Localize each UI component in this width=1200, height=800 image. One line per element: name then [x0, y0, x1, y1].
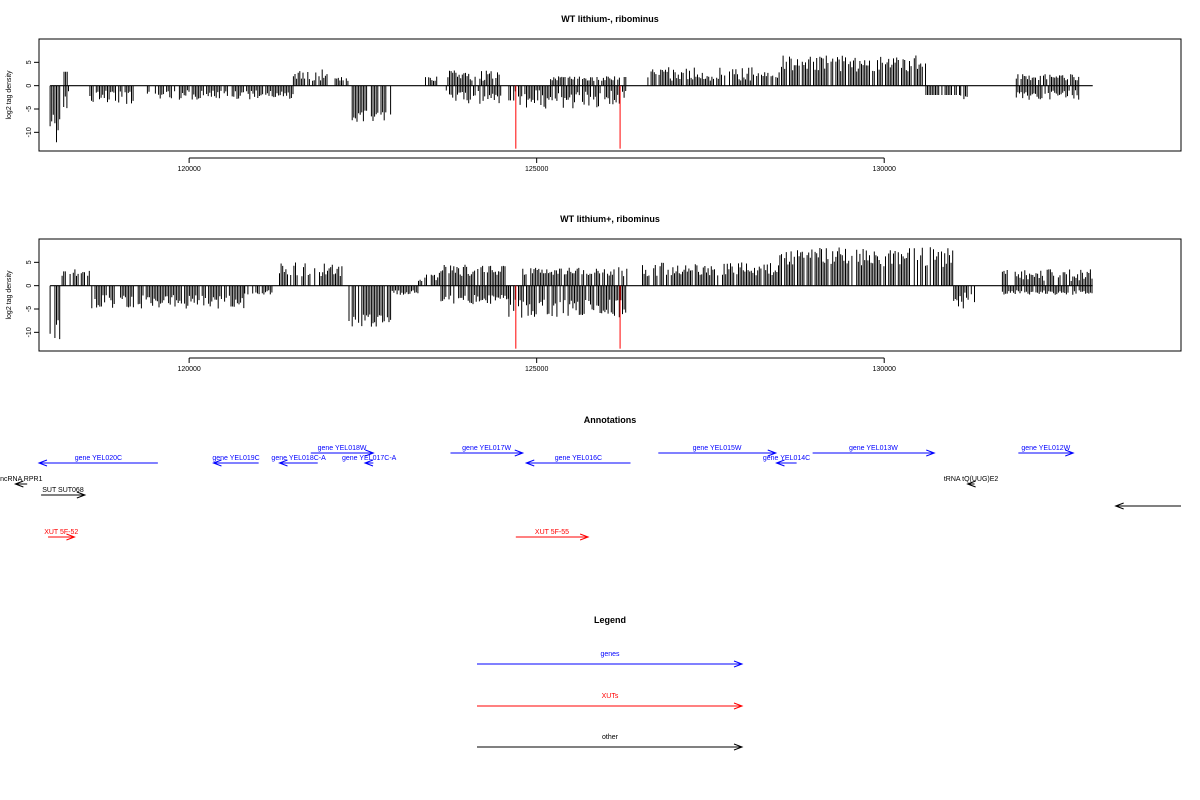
feature-label: gene YEL017W	[462, 445, 511, 452]
feature-arrow-3	[278, 459, 318, 467]
feature-label: gene YEL013W	[849, 445, 898, 452]
legend-arrow-genes	[477, 660, 744, 668]
panel-2-frame	[38, 238, 1182, 352]
feature-track: gene YEL020C gene YEL019C gene YEL018C-A ge…	[0, 445, 1181, 541]
x-tick-label: 130000	[873, 366, 896, 373]
feature-arrow-12	[13, 480, 28, 488]
x-tick-label: 120000	[177, 166, 200, 173]
track-panel-2: WT lithium+, ribominus log2 tag density …	[6, 214, 1182, 373]
legend-label: other	[602, 734, 619, 741]
feature-arrow-4	[310, 449, 375, 457]
feature-arrow-7	[524, 459, 631, 467]
feature-arrow-1	[37, 459, 158, 467]
y-tick-label: -5	[26, 306, 33, 312]
feature-label: tRNA tQ(UUG)E2	[944, 476, 999, 483]
feature-arrow-9	[775, 459, 797, 467]
density-bars	[49, 247, 1093, 340]
feature-label: gene YEL020C	[75, 455, 122, 462]
legend: Legend genes XUTs other	[477, 615, 744, 751]
legend-arrow-XUTs	[477, 702, 744, 710]
feature-arrow-15	[1114, 502, 1181, 510]
annotations-panel: Annotations gene YEL020C gene YEL019C gene…	[0, 415, 1181, 541]
feature-arrow-5	[363, 459, 374, 467]
y-tick-label: 0	[26, 84, 33, 88]
feature-label: SUT SUT068	[42, 487, 84, 494]
panel-1-ylabel: log2 tag density	[6, 70, 13, 120]
feature-arrow-6	[450, 449, 525, 457]
feature-label: gene YEL012W	[1021, 445, 1070, 452]
feature-label: XUT 5F-55	[535, 529, 569, 536]
panel-2-ylabel: log2 tag density	[6, 270, 13, 320]
feature-label: gene YEL018C-A	[271, 455, 326, 462]
feature-arrow-13	[41, 491, 87, 499]
feature-label: gene YEL018W	[318, 445, 367, 452]
y-tick-label: 5	[26, 260, 33, 264]
y-tick-label: -10	[26, 327, 33, 337]
x-tick-label: 125000	[525, 166, 548, 173]
feature-label: gene YEL017C-A	[342, 455, 397, 462]
legend-arrow-other	[477, 743, 744, 751]
panel-1-title: WT lithium-, ribominus	[561, 14, 659, 24]
feature-label: ncRNA RPR1	[0, 476, 43, 483]
feature-arrow-16	[48, 533, 76, 541]
feature-label: gene YEL016C	[555, 455, 602, 462]
feature-arrow-2	[212, 459, 259, 467]
y-tick-label: 0	[26, 284, 33, 288]
feature-arrow-8	[658, 449, 778, 457]
density-bars	[49, 55, 1080, 143]
feature-label: gene YEL014C	[763, 455, 810, 462]
feature-arrow-10	[812, 449, 936, 457]
panel-2-title: WT lithium+, ribominus	[560, 214, 660, 224]
legend-title: Legend	[594, 615, 626, 625]
x-tick-label: 130000	[873, 166, 896, 173]
legend-label: genes	[600, 651, 620, 658]
feature-arrow-11	[1018, 449, 1075, 457]
feature-label: XUT 5F-52	[44, 529, 78, 536]
panel-1-signal: -10 -5 0 5 120000 125000 130000	[26, 55, 1093, 173]
annotations-title: Annotations	[584, 415, 637, 425]
y-tick-label: 5	[26, 60, 33, 64]
x-tick-label: 120000	[177, 366, 200, 373]
feature-label: gene YEL019C	[212, 455, 259, 462]
legend-label: XUTs	[602, 693, 619, 700]
panel-1-frame	[38, 38, 1182, 152]
legend-items: genes XUTs other	[477, 651, 744, 751]
track-panel-1: WT lithium-, ribominus log2 tag density …	[6, 14, 1182, 173]
feature-arrow-17	[515, 533, 590, 541]
panel-2-signal: -10 -5 0 5 120000 125000 130000	[26, 247, 1093, 373]
x-tick-label: 125000	[525, 366, 548, 373]
y-tick-label: -5	[26, 106, 33, 112]
feature-label: gene YEL015W	[693, 445, 742, 452]
y-tick-label: -10	[26, 127, 33, 137]
feature-arrow-14	[966, 480, 976, 488]
